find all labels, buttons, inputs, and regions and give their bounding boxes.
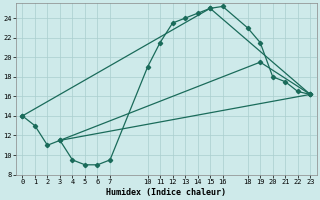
X-axis label: Humidex (Indice chaleur): Humidex (Indice chaleur) <box>106 188 226 197</box>
